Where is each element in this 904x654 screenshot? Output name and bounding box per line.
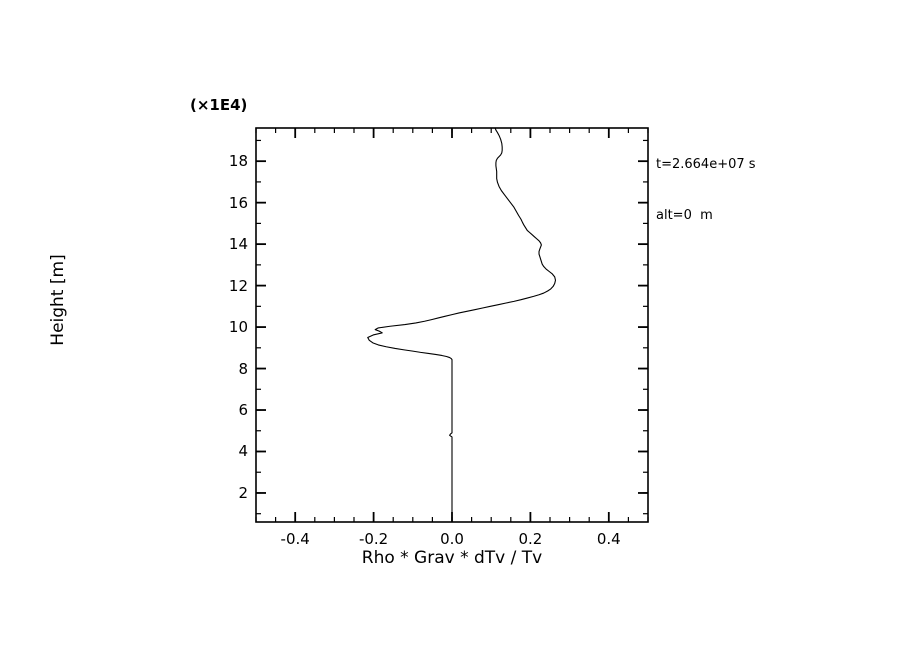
y-tick-label: 14: [228, 235, 248, 254]
x-tick-label: -0.4: [280, 530, 310, 548]
y-tick-label: 6: [238, 401, 248, 420]
y-tick-label: 2: [238, 483, 248, 502]
x-axis-title: Rho * Grav * dTv / Tv: [361, 548, 543, 568]
axis-ticks: [255, 128, 649, 522]
y-tick-label: 4: [238, 442, 248, 461]
y-tick-label: 8: [238, 359, 248, 378]
x-tick-label: 0.0: [440, 530, 464, 548]
plot-annotations: t=2.664e+07 s alt=0 m: [656, 122, 756, 258]
y-tick-label: 16: [228, 193, 248, 212]
x-tick-label: -0.2: [358, 530, 389, 548]
y-tick-label: 12: [228, 276, 248, 295]
x-axis-exponent-label: (×1E4): [190, 96, 248, 114]
annotation-altitude: alt=0 m: [656, 208, 713, 223]
x-tick-label: 0.4: [596, 530, 621, 548]
y-tick-label: 18: [228, 152, 248, 171]
annotation-time: t=2.664e+07 s: [656, 157, 756, 172]
y-tick-label: 10: [228, 318, 248, 337]
data-curve: [367, 128, 557, 522]
y-axis-title: Height [m]: [48, 254, 68, 346]
x-tick-label: 0.2: [518, 530, 543, 548]
